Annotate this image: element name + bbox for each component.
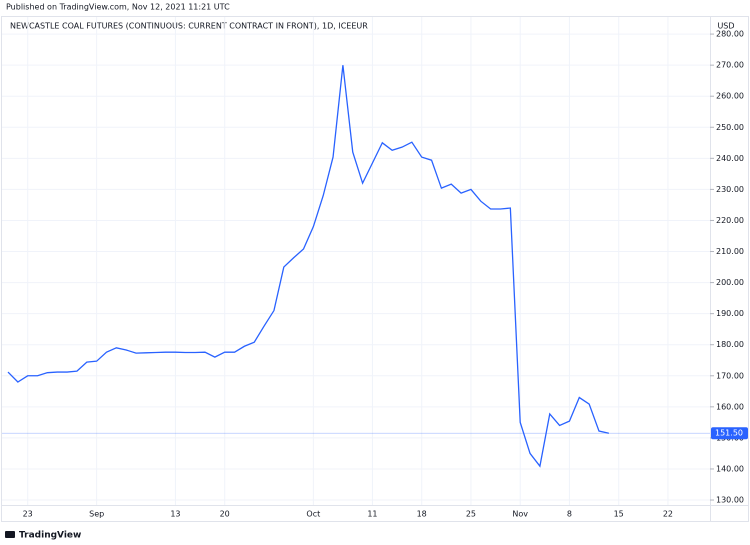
- x-tick-label: Oct: [306, 510, 320, 519]
- x-tick-label: 18: [417, 510, 427, 519]
- logo-icon: [5, 531, 15, 538]
- price-line: [7, 65, 609, 468]
- y-tick-label: 160.00: [716, 402, 744, 411]
- y-tick-label: 190.00: [716, 309, 744, 318]
- y-tick-label: 180.00: [716, 340, 744, 349]
- y-tick-label: 230.00: [716, 185, 744, 194]
- logo: TradingView: [5, 531, 81, 541]
- y-tick-label: 270.00: [716, 61, 744, 70]
- header: Published on TradingView.com, Nov 12, 20…: [6, 3, 230, 12]
- y-tick-label: 130.00: [716, 496, 744, 505]
- x-tick-label: Sep: [89, 510, 104, 519]
- x-tick-label: 13: [170, 510, 180, 519]
- x-tick-label: 8: [567, 510, 572, 519]
- footer: TradingView: [19, 531, 81, 541]
- x-tick-label: 25: [466, 510, 476, 519]
- x-tick-label: 11: [367, 510, 377, 519]
- y-tick-label: 240.00: [716, 154, 744, 163]
- y-tick-label: 210.00: [716, 247, 744, 256]
- x-tick-label: 15: [614, 510, 624, 519]
- y-tick-label: 140.00: [716, 464, 744, 473]
- grid: [2, 17, 710, 505]
- y-tick-label: 200.00: [716, 278, 744, 287]
- last-price-badge: [711, 427, 748, 440]
- x-tick-label: 23: [23, 510, 33, 519]
- y-tick-label: 250.00: [716, 123, 744, 132]
- frame: [1, 16, 749, 522]
- x-tick-label: 22: [663, 510, 673, 519]
- y-tick-label: 280.00: [716, 30, 744, 39]
- last-price-label: 151.50: [715, 429, 743, 438]
- y-tick-label: 170.00: [716, 371, 744, 380]
- x-tick-label: 20: [220, 510, 230, 519]
- y-tick-label: 260.00: [716, 92, 744, 101]
- y-tick-label: 220.00: [716, 216, 744, 225]
- x-tick-label: Nov: [512, 510, 528, 519]
- y-axis-unit: USD: [717, 22, 734, 31]
- chart-title: NEWCASTLE COAL FUTURES (CONTINUOUS: CURR…: [10, 22, 368, 31]
